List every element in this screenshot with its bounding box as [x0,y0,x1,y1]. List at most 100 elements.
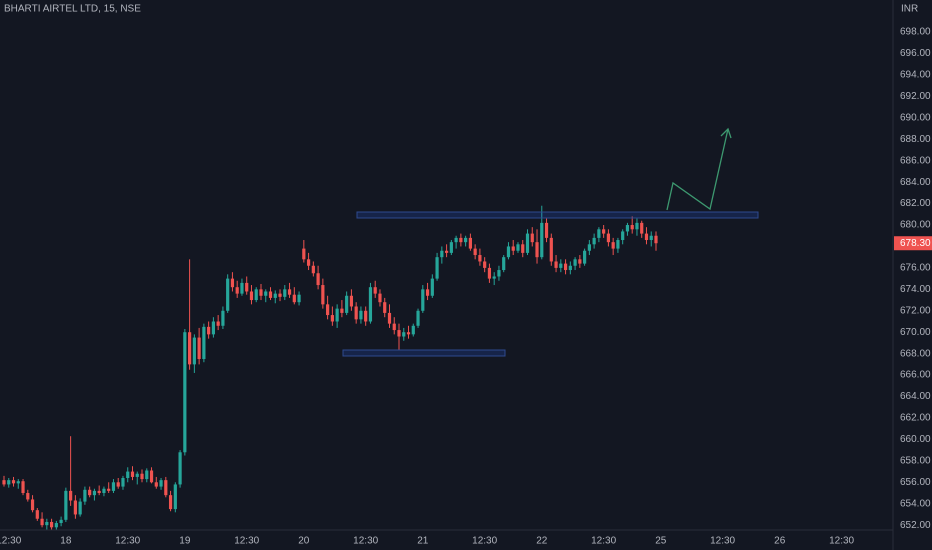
candle-body [335,308,339,322]
candle-body [345,295,349,313]
candle-body [478,255,482,262]
candle-body [392,323,396,331]
candle-body [597,229,601,238]
candle-body [440,250,444,258]
candle-body [559,263,563,268]
plot-area [2,205,658,530]
candle-body [140,473,144,480]
x-tick-label: 22 [536,536,548,547]
candle-body [592,237,596,245]
candle-body [240,282,244,294]
candle-body [211,321,215,335]
candle-body [654,235,658,244]
candle-body [468,237,472,249]
candle-body [40,518,44,526]
candle-body [107,488,111,491]
candle-body [349,295,354,307]
candle-body [340,308,344,313]
candle-body [45,521,49,526]
candle-body [73,500,77,515]
candle-body [235,287,239,294]
candle-body [254,289,258,301]
candle-body [59,519,63,524]
candle-body [492,276,496,279]
y-tick-label: 666.00 [900,370,931,381]
candle-body [568,265,572,271]
y-tick-label: 674.00 [900,284,931,295]
candle-body [625,225,630,232]
candle-body [544,222,549,238]
candle-body [268,291,273,298]
candle-body [506,246,511,258]
candle-body [92,490,97,496]
candle-body [330,315,334,322]
candle-body [640,222,644,234]
candle-body [602,229,606,234]
candle-body [149,470,154,483]
candle-body [373,287,377,294]
y-tick-label: 676.00 [900,263,931,274]
candle-body [621,231,625,241]
candle-body [49,521,54,528]
y-tick-label: 692.00 [900,91,931,102]
candle-body [554,261,558,268]
x-tick-label: 25 [655,536,667,547]
candle-body [159,480,163,487]
candle-body [497,270,501,277]
candle-body [502,257,506,271]
x-tick-label: 12:30 [0,536,22,547]
y-tick-label: 684.00 [900,177,931,188]
candle-body [321,285,325,305]
candle-body [154,482,158,487]
candle-body [297,294,301,303]
candle-body [487,267,492,279]
candle-body [245,282,249,292]
y-tick-label: 660.00 [900,434,931,445]
x-tick-label: 18 [60,536,72,547]
candle-body [454,237,458,243]
candle-body [397,330,401,337]
candle-body [135,473,139,477]
support-zone [342,349,506,357]
candle-body [354,306,358,320]
candle-body [387,312,392,324]
candle-body [287,289,292,295]
x-tick-label: 12:30 [829,536,854,547]
x-tick-label: 12:30 [353,536,378,547]
candle-body [216,321,220,326]
candle-body [406,332,411,335]
candle-body [35,510,39,519]
candle-body [183,332,187,453]
y-tick-label: 672.00 [900,305,931,316]
candle-body [521,244,525,253]
candle-body [188,332,192,365]
candle-body [425,289,430,296]
candle-body [421,289,425,311]
candle-body [483,261,487,268]
x-tick-label: 12:30 [710,536,735,547]
x-tick-label: 20 [298,536,310,547]
candle-body [326,304,330,316]
candle-body [221,310,225,326]
x-tick-label: 12:30 [115,536,140,547]
y-tick-label: 682.00 [900,198,931,209]
candle-body [202,326,206,360]
candle-body [649,235,653,241]
candle-body [283,289,287,297]
candle-body [259,289,263,296]
candle-body [583,250,587,264]
currency-label: INR [901,4,918,15]
candle-body [207,326,211,335]
candle-body [178,452,182,485]
candle-body [549,237,553,262]
candle-body [273,293,277,298]
candle-body [111,482,116,491]
candle-body [126,471,130,479]
candle-body [616,240,620,249]
candle-body [316,273,320,286]
candle-body [464,237,468,243]
x-tick-label: 12:30 [234,536,259,547]
y-tick-label: 658.00 [900,455,931,466]
candle-body [459,237,463,243]
